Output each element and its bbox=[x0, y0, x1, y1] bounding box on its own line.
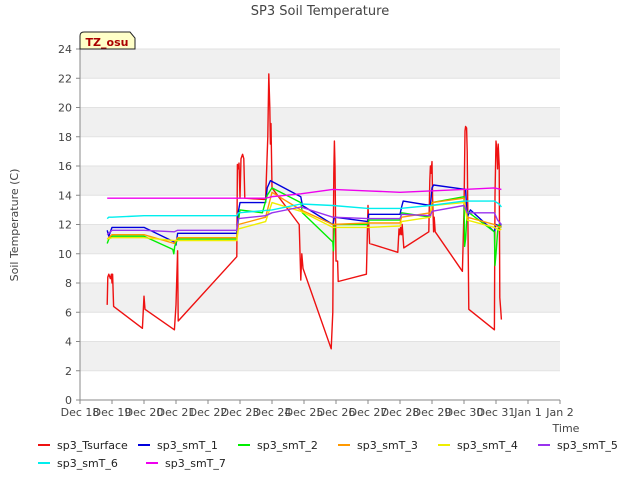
legend-item: sp3_smT_3 bbox=[330, 439, 430, 452]
y-tick-label: 22 bbox=[58, 72, 72, 85]
legend-label: sp3_smT_3 bbox=[357, 438, 418, 452]
series-line-sp3_smT_7 bbox=[107, 187, 502, 199]
annotation-box: TZ_osu bbox=[79, 31, 136, 50]
x-tick-label: Dec 25 bbox=[285, 406, 324, 419]
plot-background bbox=[80, 48, 560, 401]
legend-swatch bbox=[146, 462, 158, 464]
legend-row: sp3_Tsurface sp3_smT_1 sp3_smT_2 sp3_smT_3 s… bbox=[30, 436, 630, 454]
series-line-sp3_Tsurface bbox=[106, 73, 503, 350]
legend-label: sp3_smT_1 bbox=[157, 438, 218, 452]
legend-row: sp3_smT_6 sp3_smT_7 bbox=[30, 454, 630, 472]
grid-band bbox=[80, 166, 560, 196]
series-line-sp3_smT_6 bbox=[106, 200, 502, 220]
grid-band bbox=[80, 341, 560, 371]
x-tick-label: Dec 28 bbox=[381, 406, 420, 419]
legend-item: sp3_Tsurface bbox=[30, 439, 130, 452]
grid-band bbox=[80, 107, 560, 137]
x-tick-label: Dec 20 bbox=[125, 406, 164, 419]
x-tick-label: Dec 27 bbox=[349, 406, 388, 419]
grid-band bbox=[80, 370, 560, 400]
y-tick-label: 24 bbox=[58, 43, 72, 56]
grid-band bbox=[80, 195, 560, 225]
grid-band bbox=[80, 283, 560, 313]
chart-title: SP3 Soil Temperature bbox=[251, 4, 389, 19]
annotation-label: TZ_osu bbox=[86, 36, 129, 49]
x-tick-label: Dec 21 bbox=[157, 406, 196, 419]
legend-label: sp3_smT_2 bbox=[257, 438, 318, 452]
legend-label: sp3_smT_6 bbox=[57, 456, 118, 470]
x-tick-label: Dec 26 bbox=[317, 406, 356, 419]
y-tick-label: 6 bbox=[65, 306, 72, 319]
legend-label: sp3_smT_4 bbox=[457, 438, 518, 452]
legend-label: sp3_smT_5 bbox=[557, 438, 618, 452]
y-tick-label: 2 bbox=[65, 365, 72, 378]
x-tick-label: Jan 1 bbox=[513, 406, 541, 419]
legend-swatch bbox=[538, 444, 550, 446]
legend-label: sp3_Tsurface bbox=[57, 438, 128, 452]
y-tick-label: 20 bbox=[58, 102, 72, 115]
legend: sp3_Tsurface sp3_smT_1 sp3_smT_2 sp3_smT_3 s… bbox=[30, 436, 630, 472]
legend-swatch bbox=[338, 444, 350, 446]
x-tick-label: Dec 31 bbox=[477, 406, 516, 419]
x-tick-label: Dec 24 bbox=[253, 406, 292, 419]
x-tick-label: Dec 22 bbox=[189, 406, 228, 419]
legend-item: sp3_smT_5 bbox=[530, 439, 630, 452]
y-tick-label: 12 bbox=[58, 219, 72, 232]
grid-band bbox=[80, 49, 560, 79]
y-axis-label: Soil Temperature (C) bbox=[8, 169, 21, 282]
y-tick-label: 0 bbox=[65, 394, 72, 407]
grid-band bbox=[80, 253, 560, 283]
legend-item: sp3_smT_4 bbox=[430, 439, 530, 452]
x-tick-label: Dec 18 bbox=[61, 406, 100, 419]
y-tick-label: 14 bbox=[58, 189, 72, 202]
y-tick-label: 16 bbox=[58, 160, 72, 173]
x-tick-label: Dec 29 bbox=[413, 406, 452, 419]
grid-band bbox=[80, 78, 560, 108]
legend-swatch bbox=[138, 444, 150, 446]
x-tick-label: Dec 19 bbox=[93, 406, 132, 419]
y-tick-label: 10 bbox=[58, 248, 72, 261]
series-line-sp3_smT_2 bbox=[106, 187, 502, 267]
series-line-sp3_smT_4 bbox=[107, 201, 502, 242]
legend-item: sp3_smT_6 bbox=[30, 457, 138, 470]
legend-item: sp3_smT_2 bbox=[230, 439, 330, 452]
x-tick-label: Dec 30 bbox=[445, 406, 484, 419]
series-layer bbox=[106, 73, 503, 350]
legend-swatch bbox=[238, 444, 250, 446]
legend-item: sp3_smT_7 bbox=[138, 457, 246, 470]
grid-band bbox=[80, 136, 560, 166]
y-tick-label: 8 bbox=[65, 277, 72, 290]
y-tick-label: 4 bbox=[65, 336, 72, 349]
x-tick-label: Dec 23 bbox=[221, 406, 260, 419]
legend-swatch bbox=[438, 444, 450, 446]
legend-swatch bbox=[38, 444, 50, 446]
series-line-sp3_smT_5 bbox=[106, 204, 502, 236]
legend-label: sp3_smT_7 bbox=[165, 456, 226, 470]
y-tick-label: 18 bbox=[58, 131, 72, 144]
x-tick-label: Jan 2 bbox=[545, 406, 573, 419]
x-axis-label: Time bbox=[552, 422, 580, 435]
legend-swatch bbox=[38, 462, 50, 464]
legend-item: sp3_smT_1 bbox=[130, 439, 230, 452]
